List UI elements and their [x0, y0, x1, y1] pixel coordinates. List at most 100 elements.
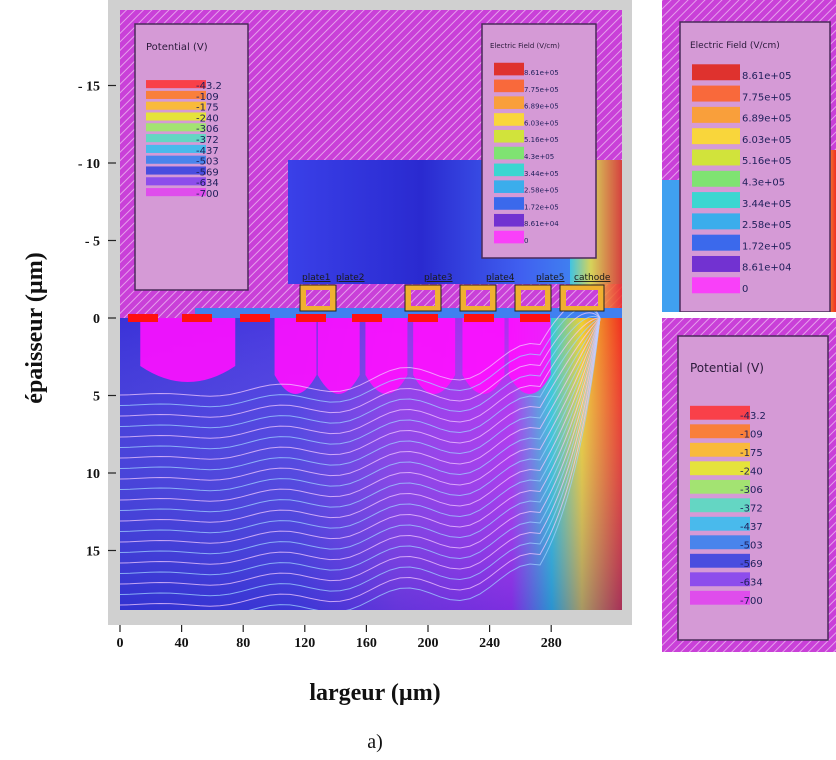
legend-swatch	[494, 79, 524, 93]
legend-value: -43.2	[740, 411, 766, 422]
legend-swatch	[690, 553, 750, 568]
contour-line	[120, 316, 601, 429]
junction-marker	[408, 314, 438, 322]
legend-value: 0	[742, 284, 748, 295]
legend-swatch	[146, 177, 206, 186]
legend-swatch	[146, 90, 206, 99]
contour-line	[120, 317, 601, 439]
legend-value: -43.2	[196, 81, 222, 92]
legend-swatch	[146, 155, 206, 164]
legend-value: -437	[740, 522, 763, 533]
potential-inset-title: Potential (V)	[690, 361, 764, 375]
legend-swatch	[494, 113, 524, 126]
potential-legend-inset: Potential (V) -43.2 -109 -175 -240 -306 -372 -…	[662, 318, 836, 652]
legend-value: 2.58e+05	[524, 187, 559, 195]
legend-value: -109	[196, 92, 219, 103]
legend-value: -503	[196, 157, 219, 168]
electrode-label: plate3	[424, 273, 453, 283]
contour-line	[120, 317, 601, 450]
legend-value: -700	[196, 189, 219, 200]
equipotential-lines	[120, 301, 601, 610]
legend-swatch	[146, 166, 206, 175]
legend-value: -372	[196, 135, 219, 146]
legend-value: -437	[196, 146, 219, 157]
legend-value: -240	[196, 113, 219, 124]
field-legend-inset: Electric Field (V/cm) 8.61e+05 7.75e+05 6.…	[662, 0, 836, 312]
legend-value: -700	[740, 596, 763, 607]
legend-value: -175	[740, 448, 763, 459]
contour-line	[120, 317, 601, 565]
contour-line	[120, 317, 601, 534]
junction-markers	[128, 314, 550, 322]
y-axis-title: épaisseur (µm)	[22, 252, 48, 403]
plate-fill	[566, 290, 598, 306]
legend-value: -503	[740, 541, 763, 552]
x-tick-label: 280	[541, 636, 562, 651]
legend-value: 2.58e+05	[742, 220, 792, 231]
contour-line	[120, 301, 601, 397]
y-tick-label: 0	[93, 312, 100, 327]
legend-swatch	[494, 129, 524, 143]
legend-swatch	[494, 213, 524, 227]
electrode-label: plate2	[336, 273, 365, 283]
junction-marker	[182, 314, 212, 322]
contour-line	[120, 312, 601, 418]
legend-value: 3.44e+05	[742, 199, 792, 210]
legend-swatch	[146, 112, 206, 121]
y-axis-ticks: - 15 - 10 - 5 0 5 10 15	[78, 80, 116, 560]
x-axis-title: largeur (µm)	[309, 680, 440, 706]
legend-swatch	[146, 101, 206, 110]
electrode-label: plate4	[486, 273, 515, 283]
p-well	[508, 318, 551, 394]
legend-swatch	[146, 188, 206, 197]
legend-swatch	[146, 134, 206, 143]
legend-swatch	[692, 128, 740, 145]
legend-swatch	[690, 572, 750, 587]
x-tick-label: 240	[479, 636, 500, 651]
contour-line	[120, 317, 601, 471]
legend-value: 5.16e+05	[524, 136, 559, 144]
p-well	[140, 318, 236, 382]
legend-value: -306	[196, 124, 219, 135]
field-legend-title: Electric Field (V/cm)	[490, 42, 560, 50]
legend-value: 6.03e+05	[524, 119, 559, 127]
legend-value: 5.16e+05	[742, 156, 792, 167]
plate-fill	[411, 290, 435, 306]
y-tick-label: - 15	[78, 80, 100, 95]
x-tick-label: 160	[356, 636, 377, 651]
legend-swatch	[692, 234, 740, 251]
junction-marker	[464, 314, 494, 322]
legend-value: 8.61e+04	[742, 263, 792, 274]
legend-swatch	[494, 230, 524, 244]
legend-swatch	[690, 461, 750, 476]
legend-swatch	[494, 62, 524, 76]
potential-legend-title: Potential (V)	[146, 42, 208, 53]
contour-line	[120, 317, 601, 523]
contour-line	[120, 317, 601, 460]
junction-marker	[128, 314, 158, 322]
legend-swatch	[690, 442, 750, 457]
legend-value: 1.72e+05	[524, 203, 559, 211]
p-wells	[140, 318, 551, 394]
legend-value: 8.61e+05	[742, 71, 792, 82]
contour-line	[120, 317, 601, 502]
legend-value: 6.89e+05	[742, 114, 792, 125]
contour-line	[120, 317, 601, 481]
y-tick-label: - 5	[85, 235, 100, 250]
p-well	[462, 318, 505, 394]
legend-swatch	[692, 277, 740, 294]
plate-fill	[466, 290, 490, 306]
legend-swatch	[690, 535, 750, 550]
legend-swatch	[494, 146, 524, 160]
legend-value: -634	[196, 178, 219, 189]
y-tick-label: 10	[86, 467, 100, 482]
legend-swatch	[146, 80, 206, 89]
electrode-label: plate5	[536, 273, 565, 283]
legend-value: 4.3e+05	[742, 178, 785, 189]
y-tick-label: - 10	[78, 157, 100, 172]
legend-swatch	[690, 590, 750, 605]
contour-line	[248, 317, 601, 610]
legend-swatch	[692, 85, 740, 102]
contour-line	[120, 317, 601, 555]
legend-swatch	[690, 516, 750, 531]
